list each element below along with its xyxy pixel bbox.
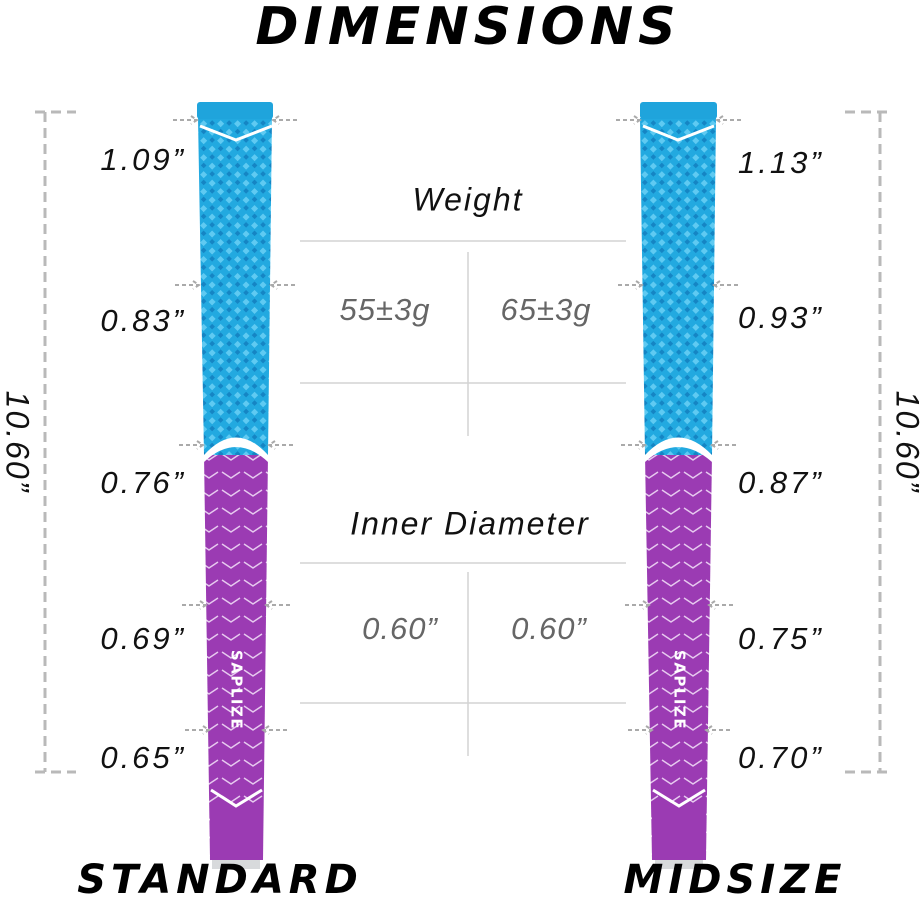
brand: SAPLIZE bbox=[671, 650, 689, 730]
grip-divider bbox=[645, 437, 712, 462]
grip-chevron bbox=[642, 124, 715, 142]
diameter-label: 0.69” bbox=[100, 621, 186, 656]
weight-midsize: 65±3g bbox=[501, 292, 592, 327]
diameter-label: 0.87” bbox=[738, 465, 824, 500]
arrow bbox=[185, 725, 287, 735]
brand: SAPLIZE bbox=[228, 650, 246, 730]
arrow bbox=[621, 440, 736, 450]
grip-end bbox=[210, 812, 263, 860]
grip-chevron bbox=[199, 124, 273, 142]
midsize-grip: SAPLIZE bbox=[640, 102, 717, 869]
grip-chevron bbox=[652, 788, 706, 808]
grip-upper bbox=[640, 118, 716, 455]
arrow bbox=[628, 725, 730, 735]
inner-diameter-standard: 0.60” bbox=[362, 611, 438, 646]
measure-arrows bbox=[173, 115, 741, 735]
standard-label: STANDARD bbox=[77, 857, 363, 903]
length-label: 10.60” bbox=[890, 391, 921, 494]
inner-diameter-midsize: 0.60” bbox=[511, 611, 587, 646]
diameter-labels: 1.09” 0.83” 0.76” 0.69” 0.65” 1.13” 0.93” 0.87”… bbox=[100, 142, 824, 775]
arrow bbox=[618, 280, 738, 290]
grip-cap bbox=[197, 102, 273, 119]
arrow bbox=[625, 600, 733, 610]
arrow bbox=[616, 115, 741, 125]
diameter-label: 0.83” bbox=[100, 303, 186, 338]
grip-chevron bbox=[210, 788, 263, 808]
grip-upper bbox=[198, 118, 272, 455]
length-label: 10.60” bbox=[0, 391, 36, 494]
diameter-label: 1.13” bbox=[738, 145, 824, 180]
arrow bbox=[175, 280, 295, 290]
grip-lower bbox=[204, 455, 268, 860]
midsize-label: MIDSIZE bbox=[624, 857, 847, 903]
grip-end bbox=[652, 812, 706, 860]
diameter-label: 1.09” bbox=[100, 142, 186, 177]
standard-grip: SAPLIZE bbox=[197, 102, 273, 869]
title: DIMENSIONS bbox=[255, 0, 680, 57]
arrow bbox=[179, 440, 293, 450]
grip-cap bbox=[640, 102, 717, 119]
length-line bbox=[845, 110, 893, 774]
arrow bbox=[182, 600, 290, 610]
weight-standard: 55±3g bbox=[340, 292, 431, 327]
length-line bbox=[35, 110, 76, 774]
weight-heading: Weight bbox=[412, 181, 523, 217]
diameter-label: 0.65” bbox=[100, 740, 186, 775]
grip-lower bbox=[645, 455, 712, 860]
diameter-label: 0.70” bbox=[738, 740, 824, 775]
diameter-label: 0.75” bbox=[738, 621, 824, 656]
inner-diameter-heading: Inner Diameter bbox=[350, 505, 590, 541]
arrow bbox=[173, 115, 297, 125]
diameter-label: 0.93” bbox=[738, 300, 824, 335]
grip-divider bbox=[204, 437, 268, 462]
diameter-label: 0.76” bbox=[100, 465, 186, 500]
